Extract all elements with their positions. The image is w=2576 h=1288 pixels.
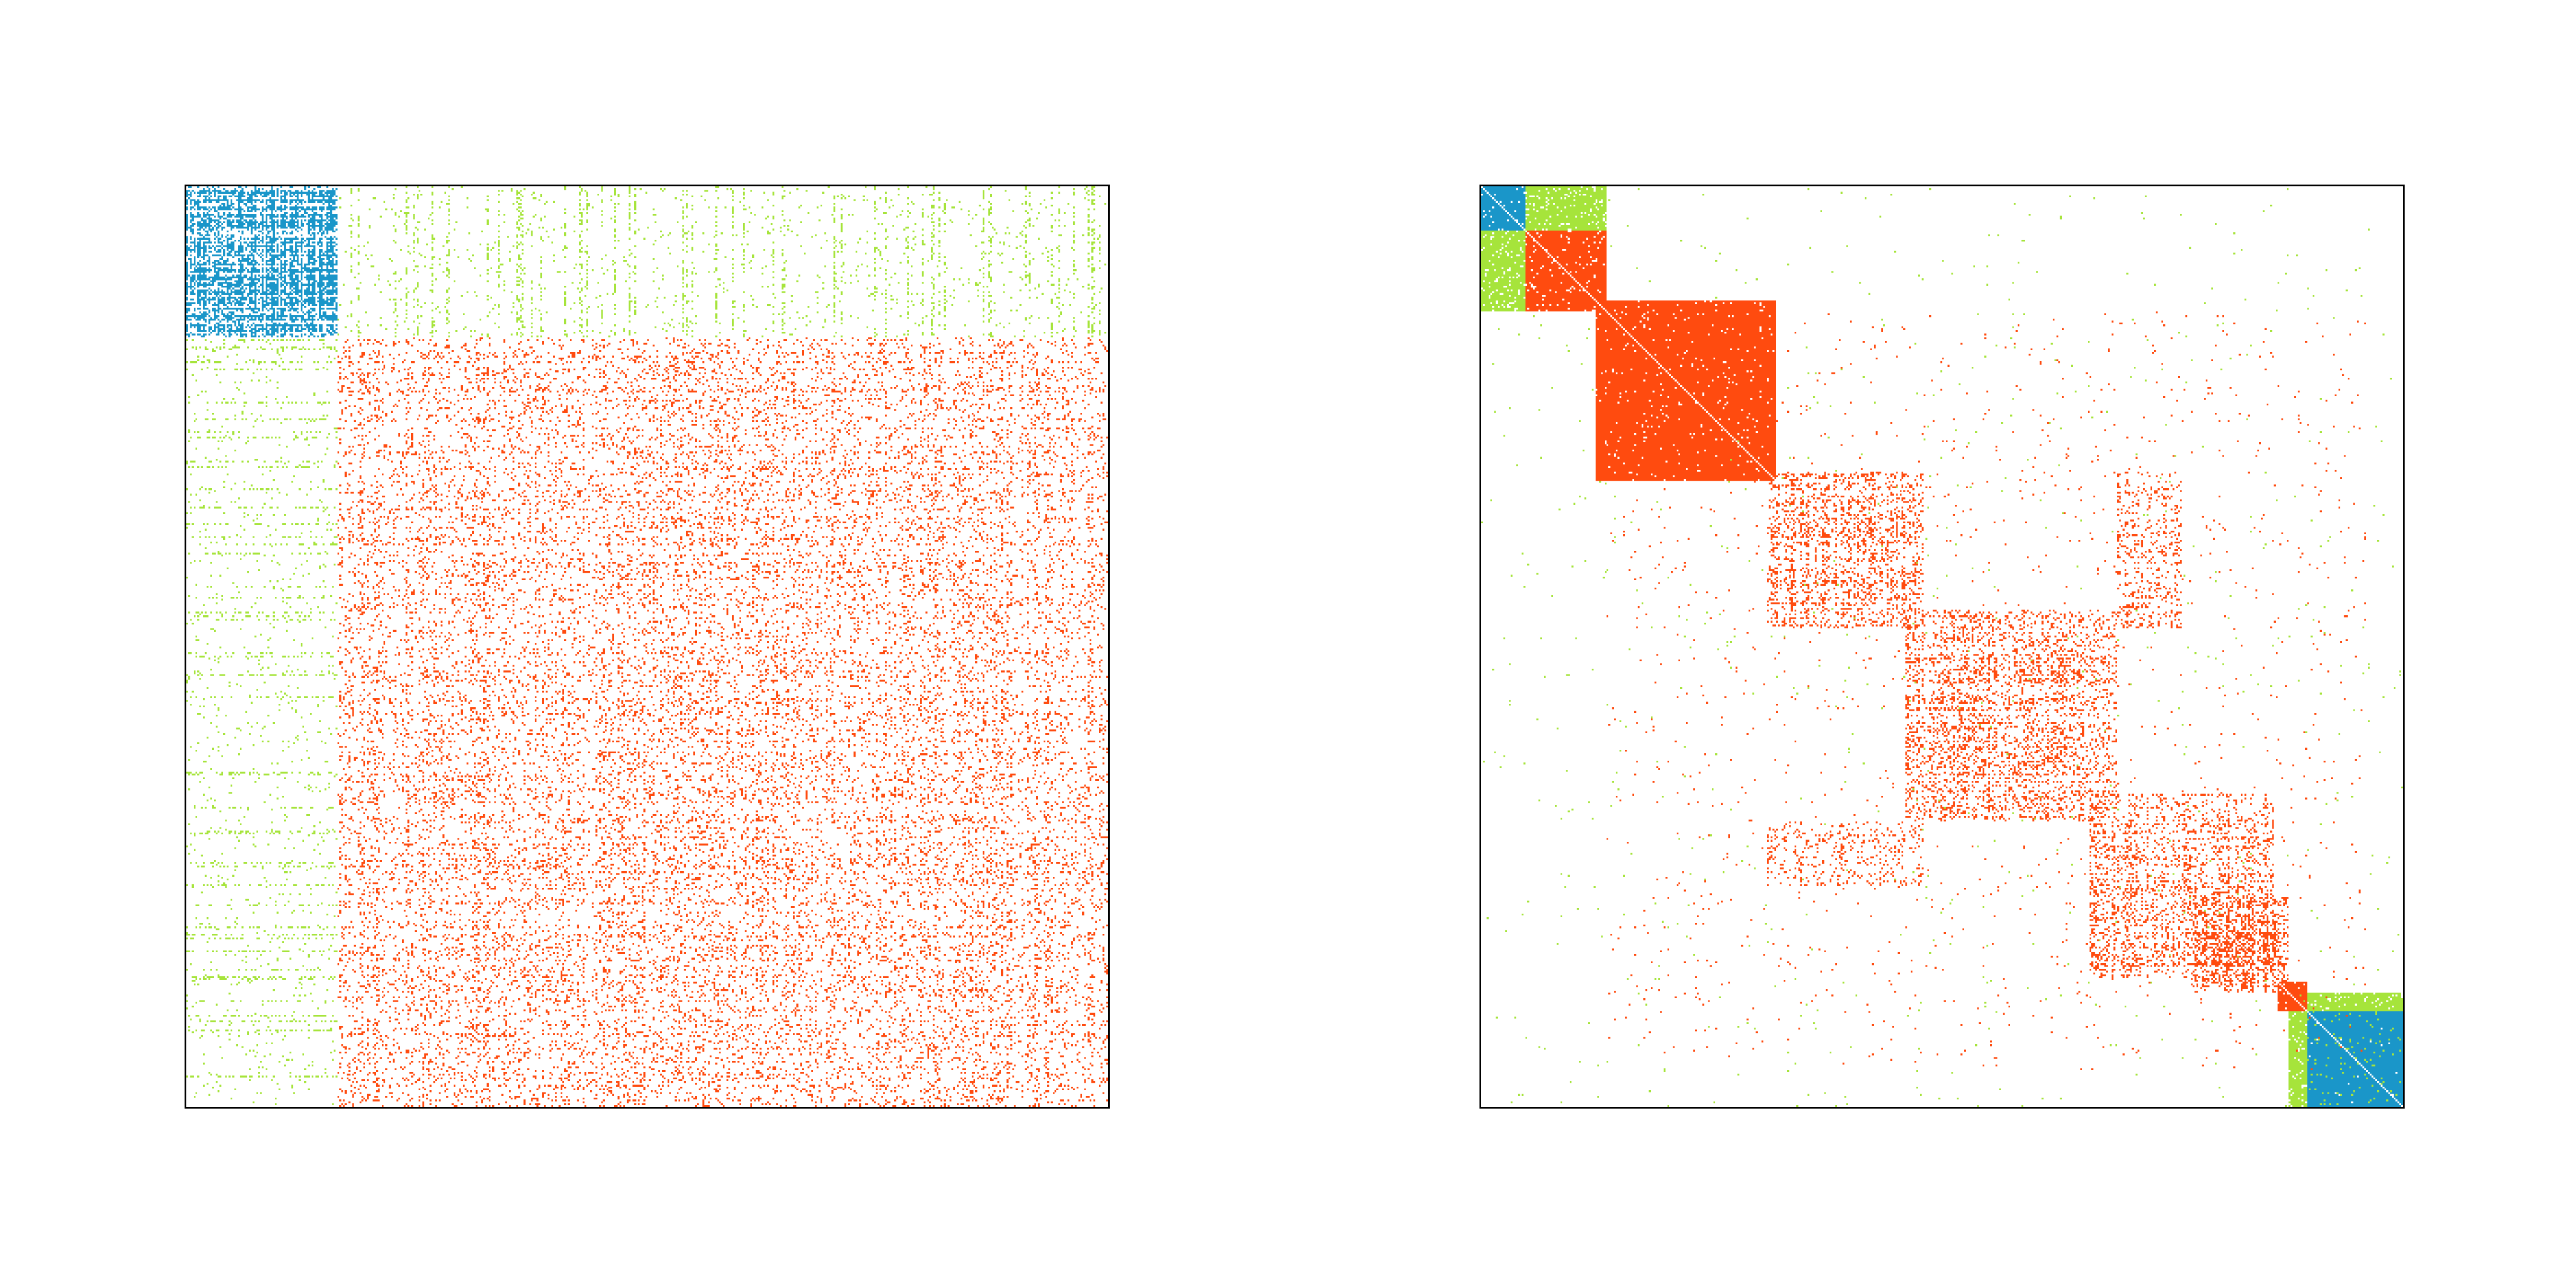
matrix-cells-within-red (337, 337, 1108, 1107)
matrix-cells-within-blue (186, 186, 338, 338)
matrix-cells-within-red (1525, 230, 2366, 1070)
adjacency-matrix-left-plot (186, 186, 1108, 1107)
matrix-cells-within-blue (1481, 186, 2403, 1107)
adjacency-matrix-right (1479, 185, 2405, 1109)
adjacency-matrix-right-plot (1481, 186, 2403, 1107)
matrix-cells-cross-green (186, 186, 1106, 1105)
adjacency-matrix-left (185, 185, 1110, 1109)
